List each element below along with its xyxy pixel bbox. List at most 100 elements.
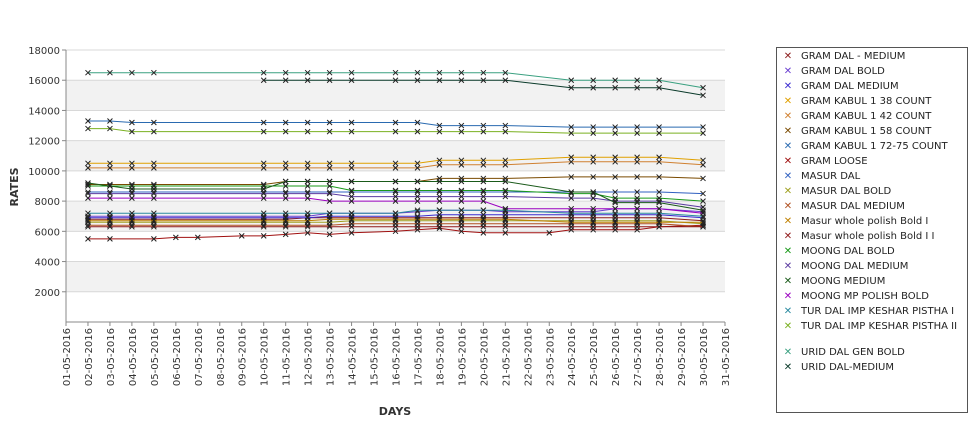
data-point xyxy=(568,77,575,84)
data-point xyxy=(590,124,597,130)
data-point xyxy=(634,219,640,226)
data-point xyxy=(414,216,421,223)
data-point xyxy=(348,178,355,185)
x-tick-label: 04-05-2016 xyxy=(128,328,139,386)
data-point xyxy=(85,210,91,217)
data-point xyxy=(700,161,706,168)
data-point xyxy=(480,211,487,218)
data-point xyxy=(392,210,399,217)
legend-marker-icon: ✕ xyxy=(783,81,793,92)
legend-label: URID DAL GEN BOLD xyxy=(801,347,905,358)
data-point xyxy=(568,130,575,136)
data-point xyxy=(151,165,157,171)
data-point xyxy=(436,193,443,200)
data-point xyxy=(304,217,311,224)
legend-item: ✕ MASUR DAL MEDIUM xyxy=(781,201,967,216)
y-tick-label: 14000 xyxy=(28,106,60,117)
legend-item: ✕ TUR DAL IMP KESHAR PISTHA II xyxy=(781,321,967,347)
data-point xyxy=(348,128,355,135)
data-point xyxy=(590,158,597,165)
data-point xyxy=(458,122,465,129)
data-point xyxy=(107,195,113,201)
data-point xyxy=(590,205,597,212)
legend-marker-icon: ✕ xyxy=(783,186,793,197)
data-point xyxy=(612,219,619,226)
data-point xyxy=(326,210,333,217)
y-axis-label: RATES xyxy=(8,167,21,206)
data-point xyxy=(414,187,421,194)
x-tick-label: 15-05-2016 xyxy=(370,328,381,386)
data-point xyxy=(590,223,597,230)
data-point xyxy=(436,128,443,135)
legend-marker-icon: ✕ xyxy=(783,231,793,242)
legend-marker-icon: ✕ xyxy=(783,96,793,107)
data-point xyxy=(568,158,575,165)
legend-label: MOONG DAL BOLD xyxy=(801,246,895,257)
data-point xyxy=(260,77,267,84)
data-point xyxy=(326,119,333,126)
data-point xyxy=(348,160,355,167)
data-point xyxy=(458,211,465,218)
x-tick-label: 02-05-2016 xyxy=(84,328,95,386)
data-point xyxy=(107,118,113,124)
series-group xyxy=(85,158,706,171)
data-point xyxy=(392,119,399,126)
data-point xyxy=(326,198,333,204)
x-tick-label: 14-05-2016 xyxy=(348,328,359,386)
data-point xyxy=(392,198,399,204)
data-point xyxy=(85,217,91,224)
data-point xyxy=(304,119,311,126)
data-point xyxy=(458,207,465,214)
data-point xyxy=(436,77,443,84)
data-point xyxy=(502,193,509,200)
data-point xyxy=(129,160,135,167)
data-point xyxy=(85,195,91,201)
data-point xyxy=(480,187,487,194)
data-point xyxy=(151,223,157,230)
legend-item: ✕ MASUR DAL BOLD xyxy=(781,186,967,201)
series-group xyxy=(85,69,706,91)
data-point xyxy=(568,124,575,130)
data-point xyxy=(282,128,289,135)
x-tick-label: 30-05-2016 xyxy=(699,328,710,386)
data-point xyxy=(480,161,487,168)
series-group xyxy=(85,118,706,130)
data-point xyxy=(326,165,333,171)
data-point xyxy=(260,119,267,126)
data-point xyxy=(568,195,575,201)
data-point xyxy=(700,175,706,182)
x-tick-label: 11-05-2016 xyxy=(282,328,293,386)
data-point xyxy=(392,160,399,167)
legend-marker-icon: ✕ xyxy=(783,156,793,167)
data-point xyxy=(129,190,135,197)
data-point xyxy=(458,161,465,168)
data-point xyxy=(568,219,575,226)
x-tick-label: 26-05-2016 xyxy=(611,328,622,386)
data-point xyxy=(282,231,289,238)
data-point xyxy=(502,77,509,84)
legend-label: GRAM KABUL 1 38 COUNT xyxy=(801,96,932,107)
data-point xyxy=(502,69,509,76)
data-point xyxy=(656,219,662,226)
x-tick-label: 12-05-2016 xyxy=(304,328,315,386)
data-point xyxy=(151,210,157,217)
background-band xyxy=(66,140,725,171)
data-point xyxy=(656,199,662,206)
data-point xyxy=(436,216,443,223)
data-point xyxy=(414,69,421,76)
legend-item: ✕ MOONG DAL BOLD xyxy=(781,246,967,261)
data-point xyxy=(414,160,421,167)
series-group xyxy=(85,125,706,136)
data-point xyxy=(590,154,597,161)
data-point xyxy=(700,157,706,164)
data-point xyxy=(634,130,640,136)
x-tick-label: 31-05-2016 xyxy=(721,328,732,386)
data-point xyxy=(568,223,575,230)
data-point xyxy=(85,118,91,124)
legend-label: Masur whole polish Bold I I xyxy=(801,231,935,242)
data-point xyxy=(700,92,706,99)
data-point xyxy=(326,69,333,76)
data-point xyxy=(656,84,662,91)
legend-label: MASUR DAL MEDIUM xyxy=(801,201,905,212)
data-point xyxy=(85,69,91,76)
